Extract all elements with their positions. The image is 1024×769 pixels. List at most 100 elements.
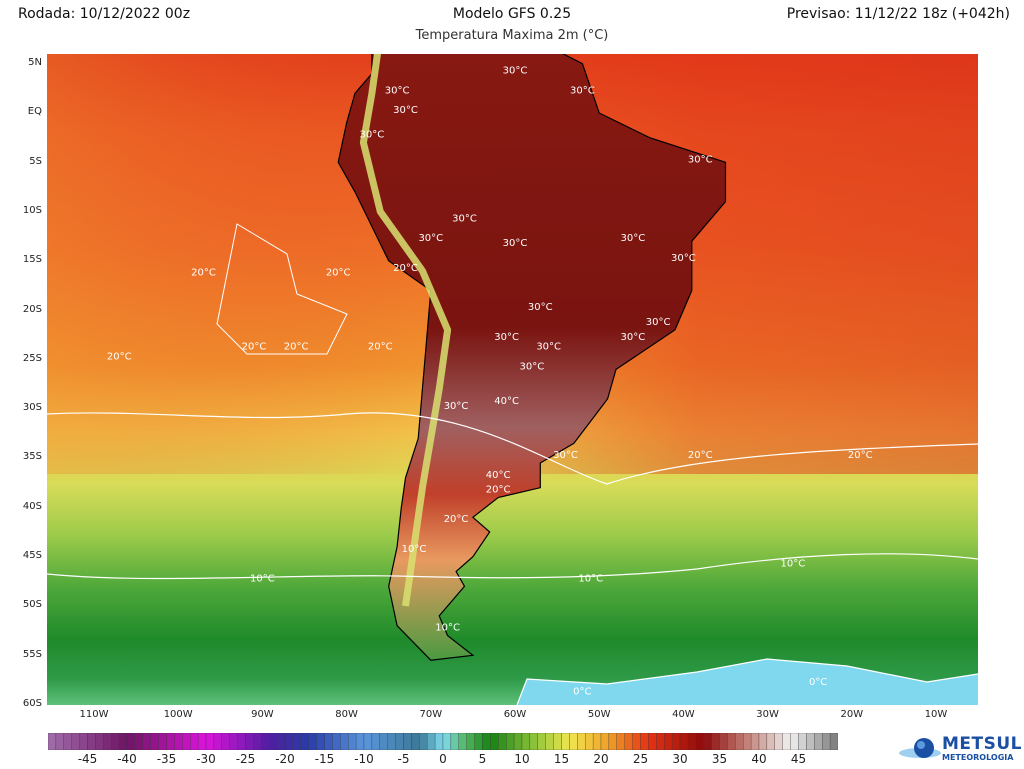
colorbar-cell [63, 733, 72, 750]
contour-label: 30°C [360, 130, 385, 141]
contour-label: 30°C [688, 154, 713, 165]
contour-label: 30°C [621, 332, 646, 343]
colorbar-tick-label: -20 [275, 752, 295, 766]
colorbar-cell [292, 733, 301, 750]
colorbar-cell [245, 733, 254, 750]
colorbar-cell [814, 733, 823, 750]
contour-label: 40°C [486, 470, 511, 481]
contour-label: 10°C [402, 544, 427, 555]
colorbar-cell [743, 733, 752, 750]
colorbar-cell [371, 733, 380, 750]
colorbar-cell [829, 733, 838, 750]
colorbar-cell [569, 733, 578, 750]
lat-label: 5N [28, 57, 42, 68]
contour-label: 20°C [688, 450, 713, 461]
colorbar-cell [427, 733, 436, 750]
colorbar-cell [213, 733, 222, 750]
colorbar-cell [142, 733, 151, 750]
colorbar-cell [316, 733, 325, 750]
colorbar-cell [585, 733, 594, 750]
colorbar-tick-label: 45 [790, 752, 807, 766]
contour-label: 30°C [553, 450, 578, 461]
colorbar-tick-label: 40 [751, 752, 767, 766]
contour-label: 30°C [452, 213, 477, 224]
contour-label: 30°C [494, 332, 519, 343]
lon-label: 80W [335, 709, 358, 720]
colorbar-cell [632, 733, 641, 750]
colorbar-tick-label: -30 [196, 752, 216, 766]
colorbar-tick-label: 0 [439, 752, 447, 766]
contour-label: 30°C [444, 401, 469, 412]
lat-label: 10S [22, 204, 42, 216]
lat-label: 55S [22, 648, 42, 660]
contour-label: 0°C [809, 677, 827, 688]
colorbar-cell [221, 733, 230, 750]
run-label: Rodada: 10/12/2022 00z [18, 6, 191, 22]
contour-label: 20°C [107, 352, 132, 363]
colorbar-tick-label: 20 [593, 752, 609, 766]
colorbar-cell [490, 733, 499, 750]
colorbar-cell [237, 733, 246, 750]
colorbar-cell [640, 733, 649, 750]
lat-label: 35S [22, 451, 42, 463]
colorbar-cell [727, 733, 736, 750]
colorbar-cell [166, 733, 175, 750]
lon-label: 10W [924, 709, 948, 720]
forecast-label: Previsao: 11/12/22 18z (+042h) [786, 6, 1010, 22]
colorbar-cell [577, 733, 586, 750]
model-label: Modelo GFS 0.25 [452, 6, 572, 22]
metsul-logo: METSUL METEOROLOGIA [898, 735, 1022, 762]
colorbar-cell [348, 733, 357, 750]
colorbar-cell [506, 733, 515, 750]
colorbar-cell [656, 733, 665, 750]
colorbar-cell [308, 733, 317, 750]
colorbar-cell [592, 733, 602, 750]
contour-10c [47, 553, 978, 580]
colorbar-cell [458, 733, 467, 750]
colorbar-cell [782, 733, 791, 750]
colorbar-cell [276, 733, 286, 750]
lat-label: 60S [22, 697, 42, 709]
colorbar-tick-label: 10 [514, 752, 530, 766]
colorbar-cell [806, 733, 815, 750]
colorbar-cell [750, 733, 760, 750]
colorbar-cell [387, 733, 396, 750]
colorbar-cell [498, 733, 507, 750]
colorbar-cell [466, 733, 475, 750]
lon-label: 60W [503, 709, 527, 720]
lat-label: 30S [22, 402, 42, 414]
lat-label: EQ [27, 106, 42, 118]
colorbar-cell [55, 733, 64, 750]
colorbar-cell [150, 733, 159, 750]
colorbar-cell [703, 733, 712, 750]
contour-label: 20°C [242, 342, 267, 353]
colorbar-cell [300, 733, 309, 750]
lon-label: 90W [251, 709, 274, 720]
colorbar-cell [134, 733, 143, 750]
lon-label: 110W [79, 709, 109, 720]
colorbar-cell [664, 733, 673, 750]
contour-label: 20°C [444, 514, 469, 525]
colorbar-cell [545, 733, 554, 750]
contour-labels: 30°C 30°C 30°C 30°C 30°C 30°C 30°C 30°C 30°C 30°C… [107, 66, 873, 698]
contour-label: 40°C [494, 396, 519, 407]
lat-label: 40S [22, 500, 42, 512]
colorbar-cell [87, 733, 96, 750]
colorbar-cell [111, 733, 120, 750]
contour-label: 10°C [781, 559, 806, 570]
lat-label: 5S [29, 155, 42, 167]
colorbar-cell [434, 733, 444, 750]
colorbar-cell [758, 733, 768, 750]
lon-label: 20W [840, 709, 864, 720]
contour-20c-pacific [216, 223, 348, 355]
contour-label: 30°C [393, 105, 418, 116]
colorbar-cell [600, 733, 610, 750]
contour-label: 10°C [435, 623, 460, 634]
colorbar-cell [118, 733, 128, 750]
colorbar-cell [103, 733, 112, 750]
contour-label: 30°C [503, 66, 528, 77]
colorbar-cell [695, 733, 704, 750]
colorbar-cell [411, 733, 420, 750]
contour-label: 30°C [503, 238, 528, 249]
colorbar-tick-label: -25 [235, 752, 256, 766]
